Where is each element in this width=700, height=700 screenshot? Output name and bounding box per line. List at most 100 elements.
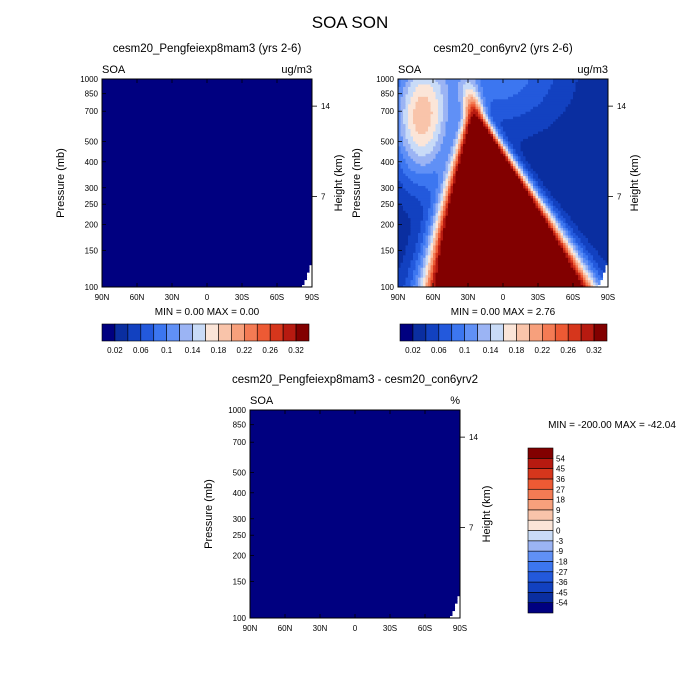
heatmap-cell: [553, 212, 556, 216]
heatmap-cell: [250, 479, 461, 483]
heatmap-cell: [418, 277, 421, 281]
heatmap-cell: [495, 121, 501, 125]
heatmap-cell: [430, 284, 434, 288]
x-tick-label: 30N: [313, 624, 328, 633]
heatmap-cell: [540, 212, 544, 216]
y-tick-label: 850: [381, 90, 395, 99]
heatmap-cell: [573, 96, 609, 100]
heatmap-cell: [430, 242, 434, 246]
heatmap-cell: [463, 143, 499, 147]
heatmap-cell: [520, 158, 526, 162]
heatmap-cell: [410, 128, 416, 132]
y-tick-label: 200: [233, 551, 247, 560]
heatmap-cell: [438, 111, 444, 115]
heatmap-cell: [520, 145, 609, 149]
heatmap-cell: [435, 235, 439, 238]
heatmap-cell: [545, 200, 549, 204]
heatmap-cell: [470, 101, 476, 105]
heatmap-cell: [250, 466, 461, 470]
heatmap-cell: [570, 244, 574, 248]
heatmap-cell: [102, 126, 313, 130]
heatmap-cell: [463, 150, 501, 154]
heatmap-cell: [410, 217, 424, 221]
heatmap-cell: [588, 254, 594, 258]
heatmap-cell: [593, 244, 609, 248]
heatmap-cell: [102, 133, 313, 137]
heatmap-cell: [405, 187, 429, 191]
heatmap-cell: [415, 86, 434, 90]
heatmap-cell: [533, 190, 536, 194]
heatmap-cell: [498, 128, 501, 132]
heatmap-cell: [307, 274, 313, 278]
heatmap-cell: [102, 269, 310, 273]
heatmap-cell: [535, 187, 539, 191]
heatmap-cell: [400, 123, 406, 127]
heatmap-cell: [525, 165, 531, 169]
heatmap-cell: [420, 257, 424, 261]
y-tick-label: 100: [381, 283, 395, 292]
heatmap-cell: [448, 205, 536, 209]
heatmap-cell: [410, 101, 416, 105]
heatmap-cell: [505, 138, 509, 142]
heatmap-cell: [455, 180, 521, 184]
heatmap-cell: [405, 106, 409, 110]
heatmap-cell: [465, 108, 469, 112]
heatmap-cell: [443, 230, 554, 234]
heatmap-cell: [398, 91, 404, 95]
y-tick-label: 1000: [80, 75, 98, 84]
heatmap-cell: [500, 128, 504, 132]
heatmap-cell: [503, 148, 506, 152]
heatmap-cell: [458, 91, 464, 95]
heatmap-cell: [433, 215, 436, 219]
min-max-stats: MIN = 0.00 MAX = 2.76: [451, 307, 556, 318]
heatmap-cell: [553, 217, 556, 221]
heatmap-cell: [560, 217, 566, 221]
heatmap-cell: [400, 83, 406, 87]
heatmap-cell: [558, 237, 561, 241]
heatmap-cell: [460, 145, 464, 149]
heatmap-cell: [528, 81, 554, 85]
heatmap-cell: [102, 145, 313, 149]
heatmap-cell: [428, 232, 431, 236]
heatmap-cell: [440, 183, 444, 186]
heatmap-cell: [550, 217, 554, 221]
heatmap-cell: [433, 131, 441, 134]
heatmap-cell: [423, 267, 426, 271]
heatmap-cell: [563, 235, 566, 238]
heatmap-cell: [440, 187, 444, 191]
heatmap-cell: [438, 202, 441, 206]
heatmap-cell: [565, 247, 569, 251]
heatmap-cell: [458, 126, 461, 130]
heatmap-cell: [430, 202, 434, 206]
heatmap-cell: [538, 131, 609, 134]
heatmap-cell: [455, 143, 459, 147]
heatmap-cell: [415, 249, 421, 253]
heatmap-cell: [500, 145, 504, 149]
heatmap-cell: [453, 190, 529, 194]
heatmap-cell: [398, 262, 401, 266]
heatmap-cell: [428, 210, 434, 214]
heatmap-cell: [413, 113, 431, 117]
heatmap-cell: [448, 183, 451, 186]
heatmap-cell: [448, 185, 451, 189]
heatmap-cell: [593, 257, 604, 261]
heatmap-cell: [250, 462, 461, 465]
heatmap-cell: [102, 138, 313, 142]
heatmap-cell: [443, 111, 449, 115]
heatmap-cell: [250, 566, 461, 569]
heatmap-cell: [595, 267, 601, 271]
heatmap-cell: [405, 126, 409, 130]
colorbar-swatch: [527, 468, 554, 480]
x-tick-label: 0: [205, 293, 210, 302]
heatmap-cell: [250, 558, 461, 562]
heatmap-cell: [568, 247, 571, 251]
heatmap-cell: [465, 98, 469, 102]
y-tick-label: 400: [381, 158, 395, 167]
heatmap-cell: [440, 227, 444, 231]
heatmap-cell: [408, 165, 446, 169]
heatmap-cell: [510, 145, 514, 149]
heatmap-cell: [465, 113, 469, 117]
heatmap-cell: [530, 187, 534, 191]
heatmap-cell: [410, 168, 446, 172]
heatmap-cell: [463, 126, 466, 130]
